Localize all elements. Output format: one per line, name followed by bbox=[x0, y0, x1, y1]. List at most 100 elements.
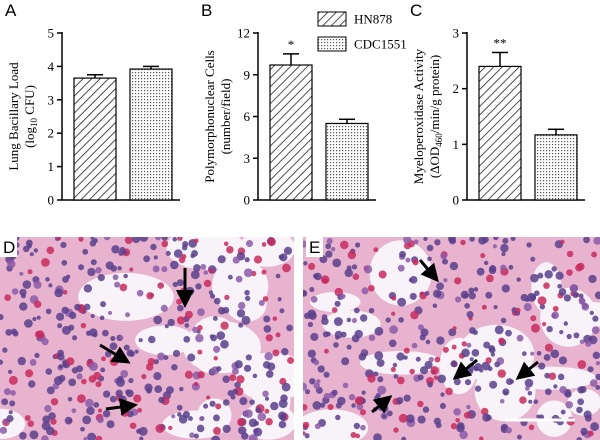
cell bbox=[87, 267, 96, 277]
cell bbox=[97, 408, 103, 413]
cell bbox=[427, 381, 433, 388]
cell bbox=[530, 351, 535, 356]
cell bbox=[222, 424, 231, 434]
cell bbox=[447, 237, 456, 243]
y-tick-label: 4 bbox=[48, 59, 55, 74]
cell bbox=[253, 427, 263, 437]
cell bbox=[62, 289, 68, 295]
cell bbox=[382, 414, 387, 419]
cell bbox=[449, 261, 459, 271]
cell bbox=[103, 237, 111, 241]
cell bbox=[544, 270, 553, 279]
alveolar-space bbox=[322, 310, 381, 338]
cell bbox=[157, 352, 166, 361]
cell bbox=[560, 239, 565, 244]
cell bbox=[516, 334, 524, 342]
cell bbox=[97, 274, 105, 282]
cell bbox=[528, 424, 535, 431]
cell bbox=[153, 315, 163, 325]
cell bbox=[125, 389, 131, 395]
arrows bbox=[99, 259, 539, 416]
cell bbox=[557, 283, 562, 289]
cell bbox=[373, 371, 379, 377]
cell bbox=[321, 317, 329, 326]
cell bbox=[352, 273, 360, 280]
cell bbox=[403, 242, 411, 250]
cell bbox=[212, 316, 218, 321]
cell bbox=[119, 283, 128, 292]
cell bbox=[350, 432, 357, 438]
cell bbox=[319, 255, 328, 264]
cell bbox=[29, 430, 39, 440]
cell bbox=[466, 310, 474, 319]
cell bbox=[153, 359, 159, 365]
cell bbox=[546, 325, 553, 333]
cell bbox=[210, 334, 218, 342]
bar bbox=[534, 134, 578, 201]
cell bbox=[128, 350, 135, 357]
cell bbox=[118, 395, 127, 404]
cell bbox=[223, 241, 229, 247]
cell bbox=[179, 386, 184, 392]
cell bbox=[141, 373, 147, 380]
bar bbox=[478, 65, 522, 201]
cell bbox=[433, 375, 439, 380]
cell bbox=[548, 372, 557, 380]
cell bbox=[367, 374, 376, 383]
cell bbox=[526, 242, 532, 248]
cell bbox=[134, 349, 139, 354]
cell bbox=[525, 386, 530, 391]
cell bbox=[80, 426, 85, 432]
cell bbox=[591, 326, 600, 335]
cell bbox=[138, 426, 148, 436]
y-tick-label: 2 bbox=[453, 81, 460, 96]
cell bbox=[237, 418, 246, 427]
cell bbox=[93, 402, 100, 408]
cell bbox=[244, 409, 253, 418]
cell bbox=[453, 408, 461, 416]
cell bbox=[216, 366, 222, 372]
cell bbox=[145, 363, 154, 371]
cell bbox=[576, 406, 583, 414]
cell bbox=[176, 316, 186, 325]
cell bbox=[326, 238, 333, 245]
cell bbox=[27, 420, 35, 427]
cell bbox=[334, 300, 341, 307]
cell bbox=[335, 414, 341, 421]
y-tick-label: 2 bbox=[48, 126, 55, 141]
significance-label: * bbox=[288, 37, 295, 52]
cell bbox=[155, 424, 165, 433]
cell bbox=[304, 433, 310, 439]
cell bbox=[245, 240, 254, 248]
cell bbox=[488, 346, 496, 354]
cell bbox=[29, 252, 34, 257]
cell bbox=[208, 268, 214, 274]
cell bbox=[123, 273, 128, 279]
cell bbox=[368, 284, 375, 292]
y-tick-label: 9 bbox=[244, 67, 251, 82]
cell bbox=[189, 432, 195, 438]
cell bbox=[572, 291, 579, 298]
cell bbox=[578, 293, 584, 299]
cell bbox=[388, 339, 397, 348]
cell bbox=[88, 375, 97, 383]
cell bbox=[138, 338, 143, 343]
cell bbox=[323, 392, 331, 400]
cell bbox=[452, 326, 457, 331]
y-tick-label: 3 bbox=[48, 92, 55, 107]
cell bbox=[333, 317, 343, 327]
cell bbox=[206, 395, 211, 400]
cell bbox=[594, 291, 600, 300]
alveolar-space bbox=[225, 287, 267, 322]
cell bbox=[178, 414, 188, 424]
cell bbox=[83, 303, 91, 311]
cell bbox=[516, 434, 522, 440]
cell bbox=[340, 331, 347, 338]
cell bbox=[443, 277, 448, 283]
cell bbox=[436, 336, 445, 345]
cell bbox=[323, 371, 330, 378]
cell bbox=[398, 317, 404, 323]
cell bbox=[390, 366, 396, 372]
cell bbox=[536, 414, 541, 419]
cell bbox=[177, 412, 182, 417]
